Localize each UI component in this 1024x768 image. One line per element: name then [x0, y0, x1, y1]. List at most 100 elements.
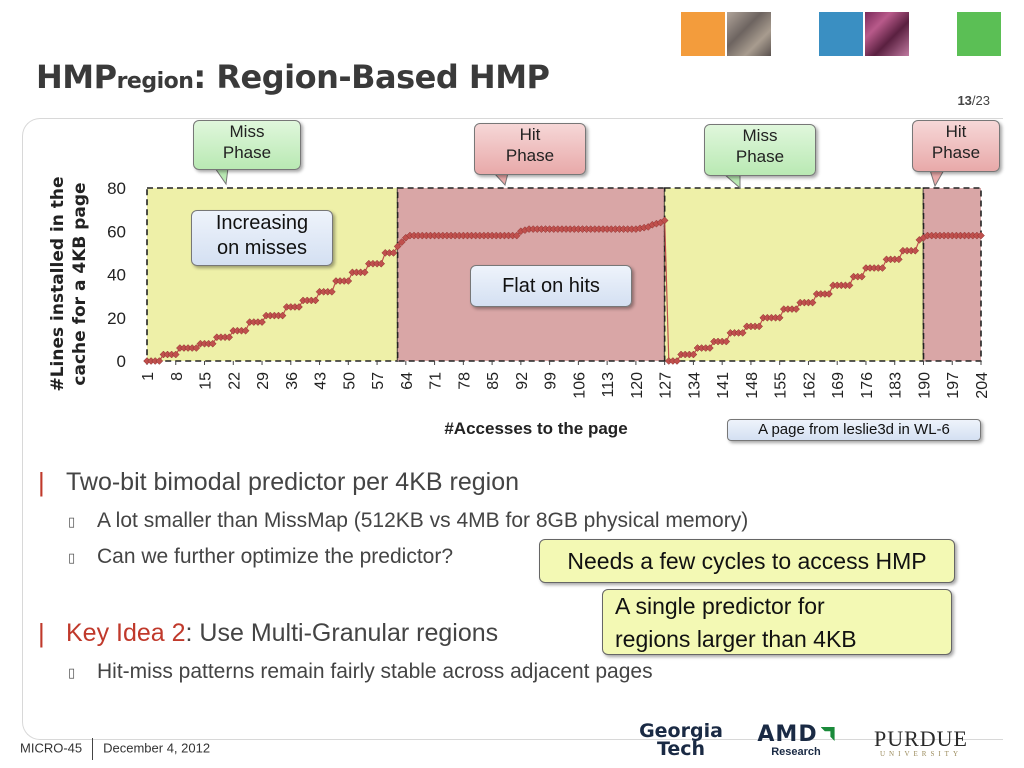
source-note: A page from leslie3d in WL-6 — [727, 419, 981, 441]
amd-arrow-icon — [820, 727, 835, 741]
data-point-38 — [295, 303, 303, 311]
bullet-stable-patterns: Hit-miss patterns remain fairly stable a… — [97, 660, 653, 683]
footer-date: December 4, 2012 — [103, 740, 211, 756]
purdue-logo: PURDUE UNIVERSITY — [873, 726, 968, 759]
x-tick-label-78: 78 — [456, 372, 473, 390]
georgia-tech-logo: Georgia Tech — [639, 720, 723, 760]
x-tick-label-99: 99 — [543, 372, 560, 390]
footer-conference: MICRO-45 — [20, 740, 83, 756]
x-tick-label-22: 22 — [226, 372, 243, 390]
x-tick-label-64: 64 — [399, 372, 416, 390]
x-tick-label-36: 36 — [284, 372, 301, 390]
sub-bullet-icon-2: ▯ — [68, 550, 76, 565]
sub-bullet-icon-1: ▯ — [68, 514, 76, 529]
footer: MICRO-45 December 4, 2012 — [20, 738, 210, 760]
data-point-142 — [722, 337, 731, 346]
x-tick-label-155: 155 — [773, 372, 790, 399]
phase-region-4 — [922, 187, 982, 362]
data-point-91 — [512, 231, 521, 240]
callout-pointer-hit2 — [929, 169, 945, 188]
data-point-155 — [775, 313, 784, 322]
x-tick-label-197: 197 — [945, 372, 962, 399]
data-point-150 — [755, 322, 764, 331]
x-tick-label-8: 8 — [169, 372, 186, 381]
data-point-46 — [328, 287, 336, 296]
x-axis-title: #Accesses to the page — [444, 419, 627, 438]
y-tick-label-40: 40 — [107, 266, 126, 285]
slide-title: HMPregion: Region-Based HMP — [36, 58, 550, 96]
blue-square — [819, 12, 863, 56]
data-point-58 — [377, 259, 386, 268]
data-point-4 — [155, 357, 164, 365]
data-point-134 — [689, 350, 698, 359]
content-frame — [22, 118, 1003, 740]
bullet-bar-1: | — [38, 467, 45, 497]
data-point-13 — [192, 344, 201, 352]
x-tick-label-162: 162 — [801, 372, 818, 399]
callout-hit-phase-2: Hit Phase — [912, 120, 1000, 172]
data-point-130 — [673, 357, 681, 365]
callout-pointer-miss1 — [214, 167, 229, 186]
callout-hit-phase-1: Hit Phase — [474, 123, 586, 175]
data-point-184 — [894, 255, 903, 264]
y-tick-label-80: 80 — [107, 179, 126, 198]
data-point-127 — [660, 216, 669, 225]
y-tick-label-0: 0 — [117, 352, 126, 371]
x-tick-label-92: 92 — [514, 372, 531, 390]
x-tick-label-1: 1 — [140, 372, 157, 381]
data-point-29 — [258, 318, 266, 326]
y-tick-label-60: 60 — [107, 222, 126, 241]
amd-research-logo: AMD Research — [750, 724, 842, 758]
data-point-138 — [705, 344, 714, 352]
data-point-61 — [389, 249, 398, 257]
data-point-8 — [171, 350, 180, 359]
x-tick-label-176: 176 — [859, 372, 876, 399]
data-point-54 — [360, 268, 369, 277]
x-tick-label-29: 29 — [255, 372, 272, 390]
phase-region-3 — [663, 187, 925, 362]
x-tick-label-57: 57 — [370, 372, 387, 390]
green-square — [957, 12, 1001, 56]
callout-single-predictor: A single predictor for regions larger th… — [602, 589, 952, 655]
data-point-146 — [738, 329, 747, 337]
orange-square — [681, 12, 725, 56]
x-tick-label-134: 134 — [686, 372, 703, 399]
bullet-key-idea-2: Key Idea 2: Use Multi-Granular regions — [66, 619, 499, 647]
x-tick-label-106: 106 — [571, 372, 588, 399]
callout-miss-phase-2: Miss Phase — [704, 124, 816, 176]
callout-needs-cycles: Needs a few cycles to access HMP — [539, 539, 955, 583]
data-point-188 — [911, 246, 920, 255]
x-tick-label-43: 43 — [313, 372, 330, 390]
x-tick-label-71: 71 — [428, 372, 445, 390]
sub-bullet-icon-3: ▯ — [68, 665, 76, 680]
data-point-21 — [225, 333, 234, 342]
chip-photo-square — [865, 12, 909, 56]
x-tick-label-85: 85 — [485, 372, 502, 390]
data-point-50 — [344, 277, 353, 285]
x-tick-label-148: 148 — [744, 372, 761, 399]
x-tick-label-141: 141 — [715, 372, 732, 399]
data-point-25 — [241, 326, 250, 335]
x-tick-label-15: 15 — [198, 372, 215, 390]
callout-increasing-on-misses: Increasing on misses — [191, 210, 333, 266]
data-point-159 — [792, 305, 800, 313]
data-point-167 — [825, 290, 833, 298]
bullet-predictor: Two-bit bimodal predictor per 4KB region — [66, 468, 520, 496]
data-point-163 — [808, 298, 817, 307]
y-tick-label-20: 20 — [107, 309, 126, 328]
data-point-42 — [311, 296, 320, 305]
x-tick-label-190: 190 — [916, 372, 933, 399]
callout-flat-on-hits: Flat on hits — [470, 265, 632, 307]
data-point-17 — [208, 339, 217, 348]
data-point-180 — [878, 264, 887, 272]
bullet-smaller-than-missmap: A lot smaller than MissMap (512KB vs 4MB… — [97, 509, 749, 532]
bullet-bar-2: | — [38, 618, 45, 648]
callout-pointer-miss2 — [722, 173, 741, 190]
x-tick-label-204: 204 — [974, 372, 991, 399]
data-point-204 — [977, 231, 985, 240]
page-number: 13/23 — [957, 93, 990, 108]
y-axis-title: #Lines installed in the cache for a 4KB p… — [48, 176, 90, 391]
x-tick-label-127: 127 — [658, 372, 675, 399]
data-point-172 — [845, 281, 854, 290]
data-point-34 — [278, 311, 287, 320]
